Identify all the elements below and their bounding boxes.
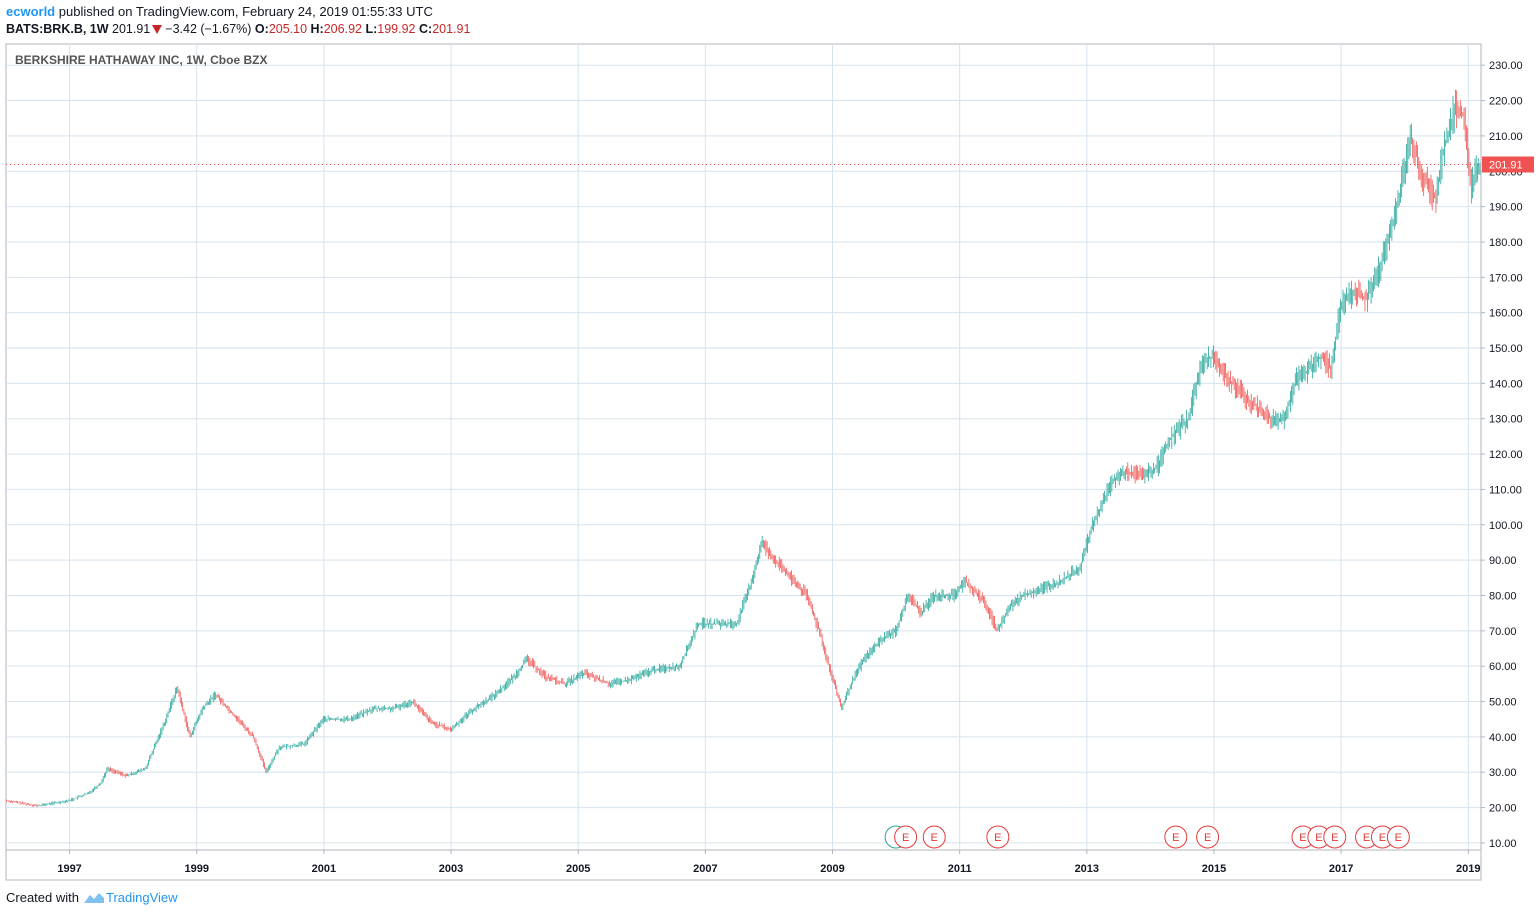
price-tick-label: 10.00	[1489, 838, 1517, 850]
down-triangle-icon	[152, 25, 163, 34]
chart-title: BERKSHIRE HATHAWAY INC, 1W, Cboe BZX	[15, 53, 267, 67]
earnings-marker[interactable]	[1323, 825, 1347, 849]
symbol-label: BATS:BRK.B, 1W	[6, 22, 109, 36]
earnings-marker-label: E	[994, 832, 1001, 844]
low-value: 199.92	[377, 22, 416, 36]
high-label: H:	[310, 22, 324, 36]
close-value: 201.91	[432, 22, 471, 36]
earnings-marker-label: E	[1299, 832, 1306, 844]
time-tick-label: 2011	[948, 863, 972, 875]
high-value: 206.92	[323, 22, 362, 36]
close-label: C:	[418, 22, 433, 36]
time-tick-label: 1999	[184, 863, 208, 875]
tradingview-logo-icon	[83, 893, 104, 903]
earnings-marker-label: E	[1172, 832, 1179, 844]
earnings-marker[interactable]	[922, 825, 946, 849]
last-value: 201.91	[112, 22, 151, 36]
earnings-marker-label: E	[1363, 832, 1370, 844]
price-tick-label: 190.00	[1489, 202, 1523, 214]
price-tick-label: 90.00	[1489, 555, 1517, 567]
price-tick-label: 110.00	[1489, 484, 1522, 496]
time-tick-label: 2003	[439, 863, 463, 875]
low-label: L:	[365, 22, 378, 36]
tradingview-link[interactable]: TradingView	[105, 890, 178, 905]
price-tick-label: 50.00	[1489, 697, 1517, 709]
time-tick-label: 2015	[1202, 863, 1226, 875]
earnings-marker[interactable]	[986, 825, 1010, 849]
price-tick-label: 70.00	[1489, 626, 1517, 638]
earnings-marker[interactable]	[1164, 825, 1188, 849]
earnings-marker[interactable]	[894, 825, 918, 849]
time-tick-label: 2001	[312, 863, 336, 875]
time-tick-label: 2019	[1456, 863, 1480, 875]
earnings-marker-label: E	[902, 832, 909, 844]
time-tick-label: 2005	[566, 863, 590, 875]
footer: Created with TradingView	[6, 890, 178, 905]
earnings-marker-label: E	[1379, 832, 1386, 844]
time-tick-label: 2009	[820, 863, 844, 875]
open-value: 205.10	[268, 22, 308, 36]
earnings-marker-label: E	[1315, 832, 1322, 844]
earnings-marker-label: E	[1395, 832, 1402, 844]
published-text: published on TradingView.com, February 2…	[58, 4, 433, 19]
change-value: −3.42 (−1.67%)	[165, 22, 252, 36]
earnings-marker-label: E	[931, 832, 938, 844]
open-label: O:	[254, 22, 269, 36]
price-tick-label: 20.00	[1489, 803, 1517, 815]
time-axis[interactable]: 1997 1999 2001 2003 2005 2007 2009 2011 2013 2015…	[57, 850, 1481, 875]
publisher-link[interactable]: ecworld	[6, 4, 56, 19]
price-tick-label: 160.00	[1489, 308, 1523, 320]
last-price-label: 201.91	[1489, 160, 1523, 172]
time-tick-label: 2017	[1329, 863, 1353, 875]
earnings-marker[interactable]	[1196, 825, 1220, 849]
time-tick-label: 1997	[57, 863, 81, 875]
last-price-box	[1482, 156, 1534, 173]
time-tick-label: 2007	[693, 863, 717, 875]
time-tick-label: 2013	[1075, 863, 1099, 875]
price-tick-label: 30.00	[1489, 767, 1517, 779]
earnings-marker[interactable]	[1386, 825, 1410, 849]
plot-frame	[5, 43, 1482, 851]
price-tick-label: 180.00	[1489, 237, 1523, 249]
grid-lines	[6, 44, 1481, 850]
price-tick-label: 130.00	[1489, 414, 1523, 426]
price-tick-label: 40.00	[1489, 732, 1517, 744]
price-tick-label: 210.00	[1489, 131, 1523, 143]
candles	[6, 89, 1481, 807]
publish-info: ecworld published on TradingView.com, Fe…	[6, 4, 433, 19]
price-tick-label: 170.00	[1489, 272, 1523, 284]
price-tick-label: 140.00	[1489, 378, 1523, 390]
price-tick-label: 100.00	[1489, 520, 1523, 532]
price-tick-label: 150.00	[1489, 343, 1523, 355]
earnings-marker-label: E	[1204, 832, 1211, 844]
price-tick-label: 120.00	[1489, 449, 1523, 461]
price-tick-label: 60.00	[1489, 661, 1517, 673]
created-with-text: Created with	[6, 890, 79, 905]
price-tick-label: 80.00	[1489, 590, 1517, 602]
price-axis[interactable]: 230.00220.00210.00200.00190.00180.00170.…	[1481, 60, 1523, 850]
price-tick-label: 230.00	[1489, 60, 1523, 72]
ohlc-legend: BATS:BRK.B, 1W 201.91 −3.42 (−1.67%) O:20…	[6, 22, 470, 36]
last-price-marker: 201.91	[1482, 156, 1534, 173]
earnings-marker-label: E	[1331, 832, 1338, 844]
price-tick-label: 220.00	[1489, 96, 1523, 108]
time-axis-frame	[5, 849, 1482, 881]
